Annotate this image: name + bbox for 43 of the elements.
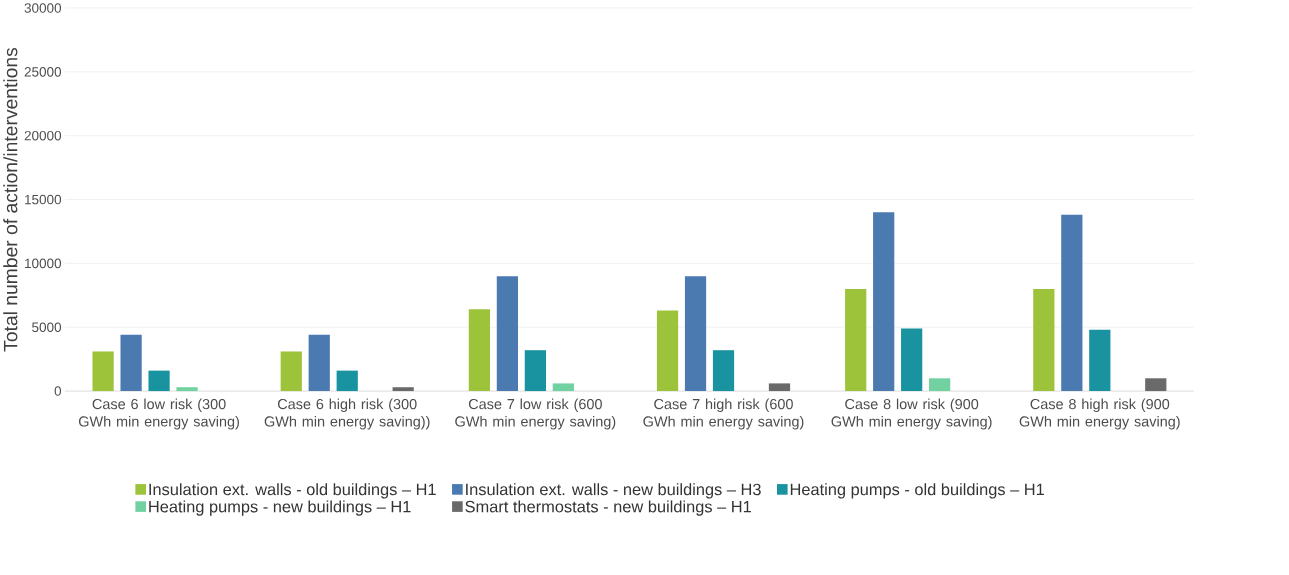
bar (336, 370, 358, 392)
bar (929, 378, 951, 392)
bar (176, 387, 198, 392)
legend-label: Insulation ext. walls - new buildings – H3 (466, 483, 761, 499)
bar (901, 328, 923, 392)
x-tick-label: Case 6 low risk (300 GWh min energy saving) (78, 398, 239, 430)
bar (684, 276, 707, 392)
legend-label: Smart thermostats - new buildings – H1 (465, 500, 751, 516)
y-tick-label: 10000 (25, 258, 62, 269)
bar (92, 351, 114, 392)
bar (1033, 288, 1055, 392)
bar (468, 309, 491, 392)
bar (392, 387, 414, 392)
bar (873, 212, 895, 392)
bar (496, 276, 518, 392)
bar (845, 288, 867, 392)
bar (656, 310, 679, 392)
bar (1089, 329, 1111, 392)
y-tick-label: 15000 (25, 194, 62, 205)
legend-label: Insulation ext. walls - old buildings – H1 (149, 483, 436, 499)
bar (280, 351, 302, 392)
y-axis-title: Total number of action/interventions (3, 47, 18, 352)
bar (1061, 214, 1083, 392)
bar (308, 334, 330, 392)
y-tick-label: 30000 (24, 3, 62, 13)
y-tick-label: 20000 (24, 130, 62, 141)
bar (148, 370, 170, 392)
bar (524, 350, 546, 392)
x-tick-label: Case 6 high risk (300 GWh min energy saving)) (264, 398, 430, 430)
y-tick-label: 5000 (32, 322, 62, 333)
bar (768, 383, 791, 392)
legend-label: Heating pumps - old buildings – H1 (790, 483, 1044, 499)
y-tick-label: 0 (54, 386, 62, 396)
bar (712, 350, 735, 392)
bar (552, 383, 574, 392)
x-tick-label: Case 7 low risk (600 GWh min energy saving) (455, 398, 616, 430)
x-tick-label: Case 7 high risk (600 GWh min energy saving) (643, 398, 804, 430)
x-tick-label: Case 8 high risk (900 GWh min energy saving) (1019, 398, 1180, 430)
legend-label: Heating pumps - new buildings – H1 (149, 500, 411, 516)
y-tick-label: 25000 (24, 67, 62, 77)
bar (120, 334, 142, 392)
bar (1145, 378, 1167, 392)
x-tick-label: Case 8 low risk (900 GWh min energy saving) (831, 398, 992, 430)
